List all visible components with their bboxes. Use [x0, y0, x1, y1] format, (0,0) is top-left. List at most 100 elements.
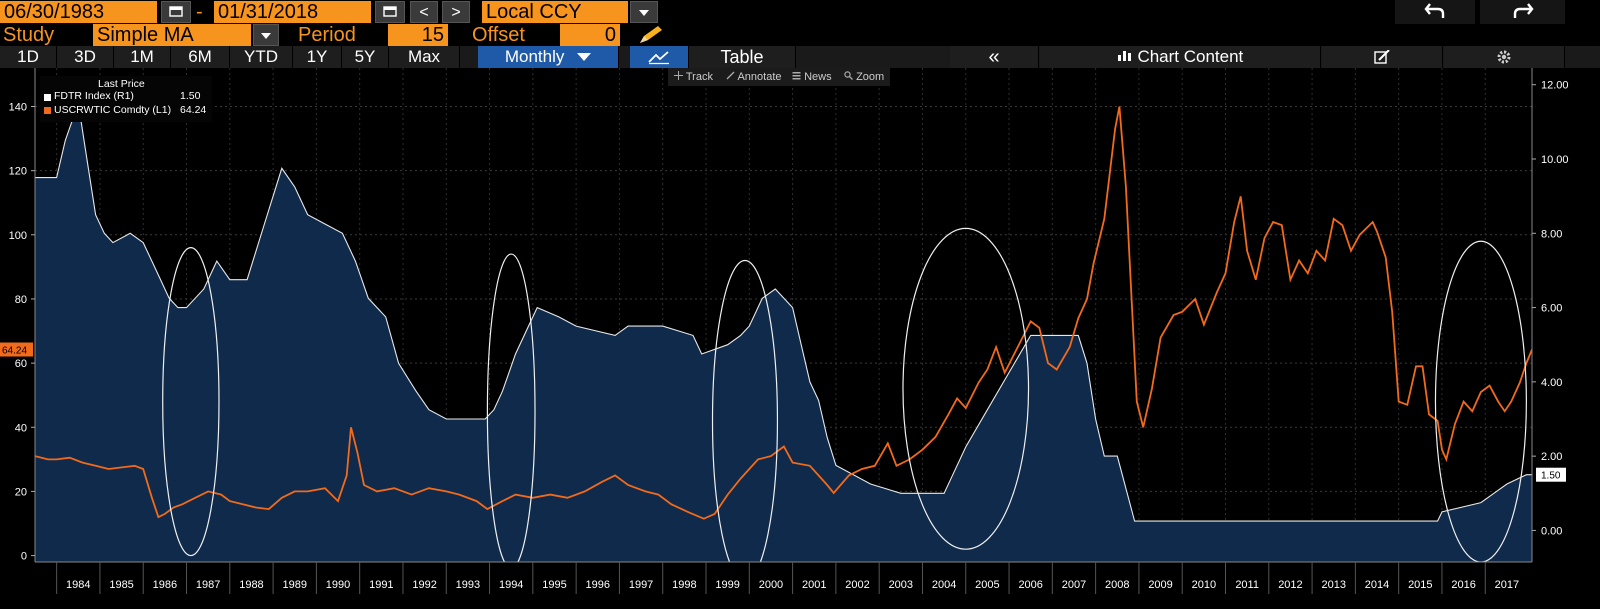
study-label: Study: [3, 24, 55, 46]
x-axis-tick-label: 2010: [1192, 579, 1216, 591]
collapse-button[interactable]: «: [950, 46, 1039, 68]
gear-icon: [1497, 50, 1511, 64]
x-axis-tick-label: 2001: [802, 579, 826, 591]
x-axis-tick-label: 1992: [412, 579, 436, 591]
start-date-field[interactable]: 06/30/1983: [0, 1, 157, 23]
x-axis-tick-label: 2017: [1495, 579, 1519, 591]
left-axis-tick-label: 60: [15, 358, 27, 370]
tab-1m[interactable]: 1M: [114, 46, 171, 68]
x-axis-tick-label: 2004: [932, 579, 956, 591]
tab-max[interactable]: Max: [389, 46, 460, 68]
currency-select[interactable]: Local CCY: [482, 1, 628, 23]
study-select[interactable]: Simple MA: [93, 24, 251, 46]
price-chart[interactable]: 0 20 40 60 80 100 120 140 0.00 2.00 4.00 6.00 8.00 1…: [0, 68, 1600, 609]
legend-fdtr-value: 1.50: [180, 90, 201, 102]
track-button[interactable]: Track: [674, 68, 713, 86]
legend-swatch-fdtr: [44, 94, 51, 101]
annotate-label: Annotate: [737, 71, 782, 83]
calendar-icon: [169, 6, 183, 17]
tab-6m[interactable]: 6M: [171, 46, 230, 68]
next-range-button[interactable]: >: [442, 1, 470, 23]
crosshair-icon: [674, 71, 683, 80]
highlight-ellipse-4: [902, 227, 1030, 550]
offset-input[interactable]: 0: [560, 24, 620, 46]
x-axis-tick-label: 1990: [326, 579, 350, 591]
fdtr-line: [35, 103, 1532, 522]
chart-content-button[interactable]: Chart Content: [1040, 46, 1321, 68]
x-axis-tick-label: 1989: [283, 579, 307, 591]
line-chart-button[interactable]: [630, 46, 689, 68]
currency-dropdown-button[interactable]: [630, 1, 658, 23]
end-calendar-button[interactable]: [375, 1, 405, 23]
chevron-down-icon: [261, 33, 271, 39]
highlight-ellipse-1: [162, 247, 220, 557]
x-axis-tick-label: 2012: [1278, 579, 1302, 591]
period-input[interactable]: 15: [388, 24, 448, 46]
prev-range-button[interactable]: <: [410, 1, 438, 23]
highlight-ellipse-3: [711, 259, 779, 562]
right-axis-tick-label: 12.00: [1541, 80, 1569, 92]
end-date-field[interactable]: 01/31/2018: [214, 1, 371, 23]
x-axis-tick-label: 1986: [153, 579, 177, 591]
zoom-button[interactable]: Zoom: [844, 68, 884, 86]
undo-icon: [1424, 3, 1445, 18]
redo-icon: [1513, 3, 1534, 18]
tab-1d[interactable]: 1D: [0, 46, 57, 68]
tab-3d[interactable]: 3D: [57, 46, 114, 68]
magnifier-icon: [844, 71, 853, 80]
legend-swatch-oil: [44, 107, 51, 114]
news-button[interactable]: News: [792, 68, 832, 86]
last-price-tags: 64.24 1.50: [0, 342, 1566, 482]
start-calendar-button[interactable]: [161, 1, 191, 23]
x-axis-tick-label: 2013: [1321, 579, 1345, 591]
tab-monthly[interactable]: Monthly: [478, 46, 619, 68]
x-axis-tick-label: 2015: [1408, 579, 1432, 591]
tab-1y[interactable]: 1Y: [293, 46, 342, 68]
undo-button[interactable]: [1395, 0, 1475, 24]
chart-legend: Last Price FDTR Index (R1) 1.50 USCRWTIC…: [40, 76, 212, 122]
edit-icon: [1374, 49, 1390, 64]
tab-table[interactable]: Table: [689, 46, 796, 68]
x-axis-tick-label: 2016: [1451, 579, 1475, 591]
zoom-label: Zoom: [856, 71, 885, 83]
x-axis-tick-label: 1987: [196, 579, 220, 591]
x-axis-tick-label: 1999: [715, 579, 739, 591]
x-axis-band: [0, 562, 1600, 609]
calendar-icon: [383, 6, 397, 17]
settings-button[interactable]: [1444, 46, 1565, 68]
x-axis-tick-label: 2008: [1105, 579, 1129, 591]
x-axis-tick-label: 1985: [109, 579, 133, 591]
left-axis-tick-label: 80: [15, 294, 27, 306]
chart-toolbar: Track Annotate News Zoom: [668, 68, 890, 86]
annotate-button[interactable]: Annotate: [726, 68, 782, 86]
edit-study-button[interactable]: [636, 24, 666, 46]
x-axis-tick-label: 2000: [759, 579, 783, 591]
x-axis-tick-label: 1988: [239, 579, 263, 591]
x-axis-tick-label: 1995: [542, 579, 566, 591]
legend-title: Last Price: [98, 78, 145, 90]
right-axis: 0.00 2.00 4.00 6.00 8.00 10.00 12.00: [1531, 68, 1569, 562]
left-axis-tick-label: 120: [9, 166, 27, 178]
period-tabs-bar: 1D 3D 1M 6M YTD 1Y 5Y Max Monthly Table « Chart…: [0, 46, 1600, 68]
tab-5y[interactable]: 5Y: [342, 46, 389, 68]
offset-label: Offset: [472, 24, 525, 46]
x-axis-tick-label: 2002: [845, 579, 869, 591]
x-axis-tick-label: 2005: [975, 579, 999, 591]
left-axis: 0 20 40 60 80 100 120 140: [9, 68, 36, 563]
highlight-ellipse-2: [486, 253, 536, 562]
x-axis-tick-label: 1996: [586, 579, 610, 591]
x-axis-tick-label: 2014: [1365, 579, 1389, 591]
last-price-tag-left-bg: [0, 342, 33, 357]
x-axis-tick-label: 1994: [499, 579, 523, 591]
study-dropdown-button[interactable]: [253, 24, 279, 46]
study-bar: Study Simple MA Period 15 Offset 0: [0, 24, 1600, 46]
redo-button[interactable]: [1480, 0, 1565, 24]
tab-ytd[interactable]: YTD: [230, 46, 293, 68]
x-axis-tick-label: 2009: [1148, 579, 1172, 591]
annotate-edit-button[interactable]: [1322, 46, 1443, 68]
news-label: News: [804, 71, 832, 83]
left-axis-tick-label: 140: [9, 101, 27, 113]
left-axis-tick-label: 20: [15, 486, 27, 498]
x-axis-tick-label: 1991: [369, 579, 393, 591]
x-axis-tick-label: 1993: [456, 579, 480, 591]
